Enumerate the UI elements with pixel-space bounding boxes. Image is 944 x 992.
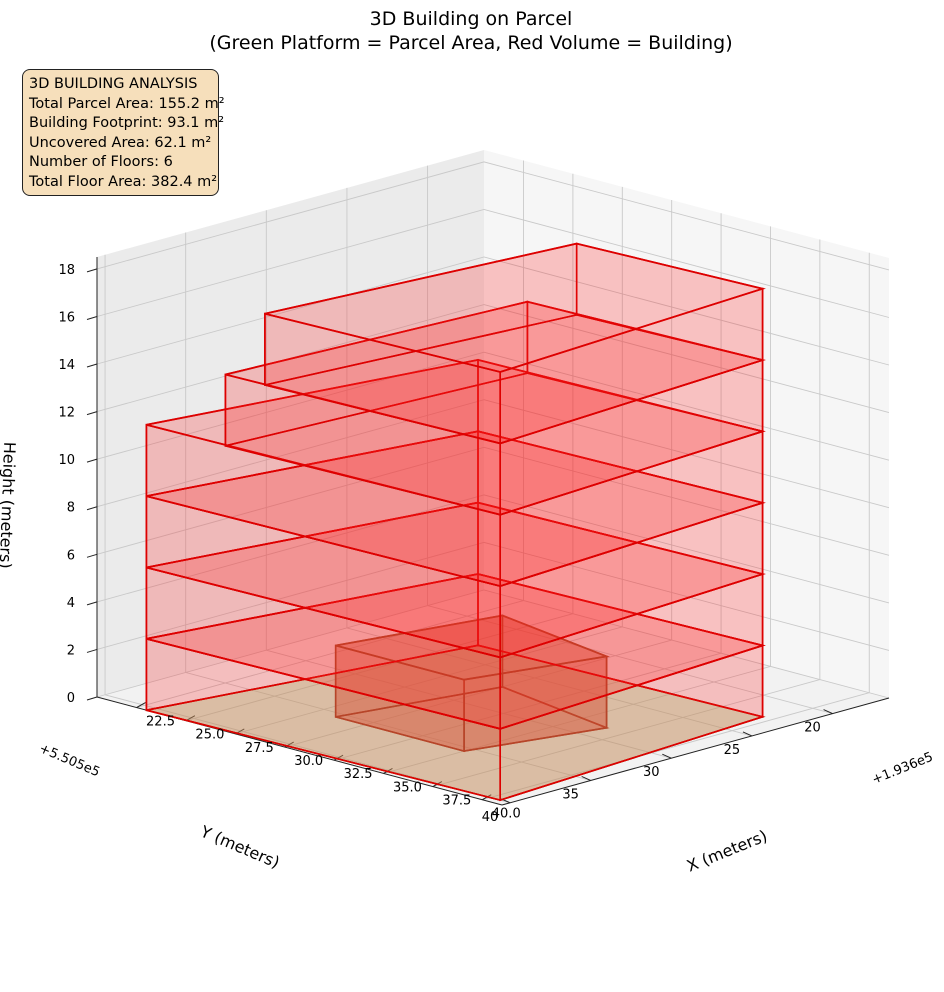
analysis-info-box: 3D BUILDING ANALYSIS Total Parcel Area: … — [22, 69, 225, 196]
z-tick — [86, 315, 98, 320]
z-tick-label: 8 — [67, 501, 75, 516]
y-axis-label: Y (meters) — [197, 821, 282, 872]
prism-top-face — [264, 242, 766, 373]
grid-line-z — [96, 589, 890, 699]
z-axis-label: Height (meters) — [0, 441, 19, 569]
building-floor — [145, 358, 766, 588]
z-tick-label: 16 — [58, 310, 75, 325]
y-tick-label: 30 — [643, 765, 660, 780]
x-tick-label: 22.5 — [146, 715, 175, 730]
z-tick — [86, 696, 98, 701]
z-tick — [86, 411, 98, 416]
grid-line-x-floor — [432, 679, 820, 787]
x-tick — [333, 754, 344, 761]
prism-top-face — [335, 614, 610, 681]
grid-line-z — [96, 446, 890, 556]
chart-title: 3D Building on Parcel — [370, 8, 573, 30]
axis-lines — [86, 257, 890, 806]
y-tick — [662, 753, 672, 759]
x-tick-label: 32.5 — [344, 767, 373, 782]
grid-line-y-floor — [346, 627, 753, 737]
floor-pane — [97, 590, 889, 805]
info-line: Uncovered Area: 62.1 m² — [29, 134, 212, 151]
z-tick — [86, 363, 98, 368]
building-floor — [224, 300, 766, 516]
grid-line-x-floor — [235, 626, 623, 735]
z-tick — [86, 648, 98, 653]
x-tick-label: 25.0 — [195, 728, 224, 743]
building-floor — [145, 572, 766, 802]
y-tick-label: 25 — [724, 743, 741, 758]
z-tick — [86, 268, 98, 273]
grid-line-x-floor — [482, 692, 870, 801]
z-tick — [86, 458, 98, 463]
info-line: Total Parcel Area: 155.2 m² — [29, 95, 225, 112]
grid-line-x-floor — [185, 613, 574, 722]
y-tick — [742, 731, 753, 737]
z-tick — [86, 506, 98, 511]
building-floor — [264, 242, 766, 445]
grid-line-z — [96, 256, 890, 366]
grid-line-z — [96, 161, 890, 271]
plot-data — [145, 242, 766, 802]
z-tick — [86, 553, 98, 558]
chart-subtitle: (Green Platform = Parcel Area, Red Volum… — [209, 32, 732, 54]
y-tick — [823, 709, 833, 715]
building-floor — [145, 430, 766, 659]
z-tick-label: 4 — [67, 596, 75, 611]
right-wall-pane — [484, 150, 889, 698]
z-tick-label: 14 — [58, 358, 75, 373]
y-tick-label: 35 — [562, 787, 579, 802]
grid-line-z — [96, 399, 890, 509]
info-line: Building Footprint: 93.1 m² — [29, 115, 225, 131]
grid-line-y-floor — [427, 605, 833, 715]
grid-lines — [96, 160, 890, 804]
grid-line-x-floor — [136, 600, 524, 708]
z-tick-label: 6 — [67, 548, 75, 563]
x-tick-label: 40.0 — [492, 807, 521, 822]
building-floor — [145, 501, 766, 730]
x-tick-label: 30.0 — [294, 754, 323, 769]
z-tick-label: 10 — [58, 453, 75, 468]
x-tick — [136, 702, 146, 708]
y-tick-label: 40 — [482, 810, 499, 825]
y-tick — [581, 776, 591, 781]
x-tick-label: 35.0 — [393, 780, 422, 795]
y-offset-label: +5.505e5 — [37, 741, 102, 780]
y-axis-line — [501, 697, 890, 806]
y-tick-label: 20 — [804, 721, 821, 736]
grid-line-y-floor — [185, 672, 591, 781]
grid-line-x-floor — [383, 665, 771, 774]
grid-line-z — [96, 494, 890, 604]
info-line: Number of Floors: 6 — [29, 154, 173, 170]
grid-line-z — [96, 541, 890, 651]
x-tick-label: 27.5 — [245, 741, 274, 756]
z-tick — [86, 601, 98, 606]
z-tick-label: 0 — [67, 691, 75, 706]
grid-line-y-floor — [266, 649, 672, 759]
info-line: 3D BUILDING ANALYSIS — [29, 76, 198, 92]
info-line: Total Floor Area: 382.4 m² — [29, 173, 218, 190]
grid-line-z — [96, 209, 890, 318]
x-offset-label: +1.936e5 — [870, 750, 935, 788]
z-tick-label: 18 — [58, 263, 75, 278]
z-tick-label: 12 — [58, 406, 75, 421]
x-tick-label: 37.5 — [442, 794, 471, 809]
z-tick-label: 2 — [67, 643, 75, 658]
grid-line-x-floor — [333, 652, 722, 761]
x-axis-label: X (meters) — [684, 826, 770, 875]
